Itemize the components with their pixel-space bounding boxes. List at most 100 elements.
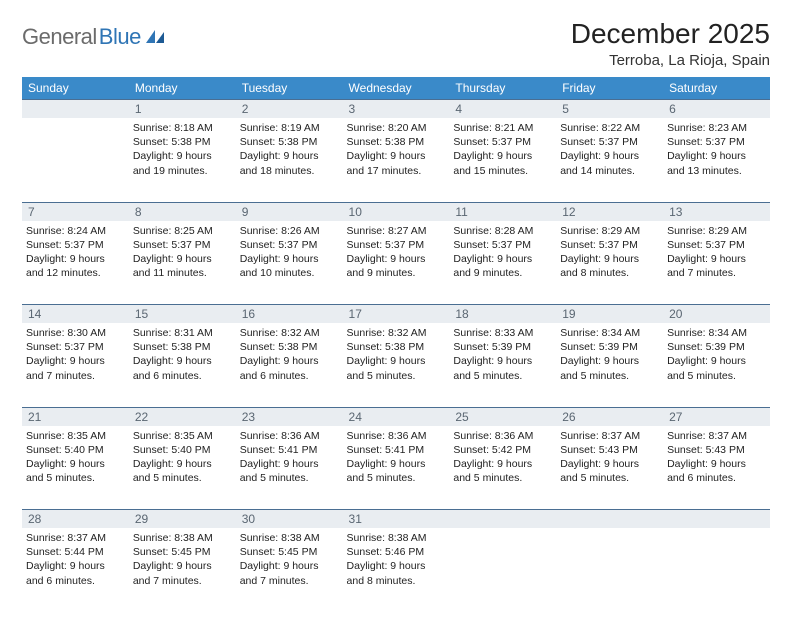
sunrise-line: Sunrise: 8:37 AM — [667, 429, 766, 443]
daylight-line: Daylight: 9 hours and 7 minutes. — [667, 252, 766, 280]
daylight-line: Daylight: 9 hours and 10 minutes. — [240, 252, 339, 280]
day-details: Sunrise: 8:38 AMSunset: 5:45 PMDaylight:… — [240, 531, 339, 588]
day-cell: Sunrise: 8:18 AMSunset: 5:38 PMDaylight:… — [129, 118, 236, 202]
daylight-line: Daylight: 9 hours and 18 minutes. — [240, 149, 339, 177]
sunset-line: Sunset: 5:38 PM — [347, 340, 446, 354]
sunset-line: Sunset: 5:37 PM — [560, 135, 659, 149]
day-cell: Sunrise: 8:20 AMSunset: 5:38 PMDaylight:… — [343, 118, 450, 202]
day-cell — [663, 528, 770, 612]
day-cell: Sunrise: 8:25 AMSunset: 5:37 PMDaylight:… — [129, 221, 236, 305]
daylight-line: Daylight: 9 hours and 17 minutes. — [347, 149, 446, 177]
day-cell: Sunrise: 8:37 AMSunset: 5:43 PMDaylight:… — [663, 426, 770, 510]
day-details: Sunrise: 8:18 AMSunset: 5:38 PMDaylight:… — [133, 121, 232, 178]
daylight-line: Daylight: 9 hours and 7 minutes. — [26, 354, 125, 382]
day-number: 16 — [236, 305, 343, 324]
sunset-line: Sunset: 5:41 PM — [347, 443, 446, 457]
sunset-line: Sunset: 5:39 PM — [560, 340, 659, 354]
day-details: Sunrise: 8:33 AMSunset: 5:39 PMDaylight:… — [453, 326, 552, 383]
day-cell: Sunrise: 8:32 AMSunset: 5:38 PMDaylight:… — [236, 323, 343, 407]
day-details: Sunrise: 8:20 AMSunset: 5:38 PMDaylight:… — [347, 121, 446, 178]
sunrise-line: Sunrise: 8:21 AM — [453, 121, 552, 135]
sunset-line: Sunset: 5:37 PM — [667, 238, 766, 252]
day-cell: Sunrise: 8:36 AMSunset: 5:42 PMDaylight:… — [449, 426, 556, 510]
day-cell: Sunrise: 8:37 AMSunset: 5:43 PMDaylight:… — [556, 426, 663, 510]
title-block: December 2025 Terroba, La Rioja, Spain — [571, 18, 770, 69]
day-details: Sunrise: 8:22 AMSunset: 5:37 PMDaylight:… — [560, 121, 659, 178]
daylight-line: Daylight: 9 hours and 7 minutes. — [133, 559, 232, 587]
sunset-line: Sunset: 5:44 PM — [26, 545, 125, 559]
day-cell: Sunrise: 8:27 AMSunset: 5:37 PMDaylight:… — [343, 221, 450, 305]
sunset-line: Sunset: 5:46 PM — [347, 545, 446, 559]
daylight-line: Daylight: 9 hours and 5 minutes. — [453, 354, 552, 382]
sunrise-line: Sunrise: 8:37 AM — [26, 531, 125, 545]
day-details: Sunrise: 8:36 AMSunset: 5:42 PMDaylight:… — [453, 429, 552, 486]
sunrise-line: Sunrise: 8:30 AM — [26, 326, 125, 340]
daynum-row: 14151617181920 — [22, 305, 770, 324]
sunrise-line: Sunrise: 8:35 AM — [133, 429, 232, 443]
sunrise-line: Sunrise: 8:22 AM — [560, 121, 659, 135]
day-number: 9 — [236, 202, 343, 221]
day-cell: Sunrise: 8:24 AMSunset: 5:37 PMDaylight:… — [22, 221, 129, 305]
day-cell: Sunrise: 8:29 AMSunset: 5:37 PMDaylight:… — [556, 221, 663, 305]
sunset-line: Sunset: 5:38 PM — [133, 340, 232, 354]
sunrise-line: Sunrise: 8:36 AM — [453, 429, 552, 443]
day-cell: Sunrise: 8:26 AMSunset: 5:37 PMDaylight:… — [236, 221, 343, 305]
day-cell: Sunrise: 8:36 AMSunset: 5:41 PMDaylight:… — [343, 426, 450, 510]
sunset-line: Sunset: 5:38 PM — [240, 135, 339, 149]
day-details: Sunrise: 8:26 AMSunset: 5:37 PMDaylight:… — [240, 224, 339, 281]
daylight-line: Daylight: 9 hours and 19 minutes. — [133, 149, 232, 177]
sunrise-line: Sunrise: 8:35 AM — [26, 429, 125, 443]
day-cell: Sunrise: 8:37 AMSunset: 5:44 PMDaylight:… — [22, 528, 129, 612]
week-row: Sunrise: 8:18 AMSunset: 5:38 PMDaylight:… — [22, 118, 770, 202]
week-row: Sunrise: 8:30 AMSunset: 5:37 PMDaylight:… — [22, 323, 770, 407]
sunrise-line: Sunrise: 8:38 AM — [133, 531, 232, 545]
sunrise-line: Sunrise: 8:32 AM — [347, 326, 446, 340]
day-number: 5 — [556, 100, 663, 119]
day-details: Sunrise: 8:34 AMSunset: 5:39 PMDaylight:… — [667, 326, 766, 383]
weekday-header: Monday — [129, 77, 236, 100]
month-title: December 2025 — [571, 18, 770, 50]
daylight-line: Daylight: 9 hours and 13 minutes. — [667, 149, 766, 177]
day-number: 21 — [22, 407, 129, 426]
day-cell: Sunrise: 8:31 AMSunset: 5:38 PMDaylight:… — [129, 323, 236, 407]
weekday-header: Thursday — [449, 77, 556, 100]
day-number: 7 — [22, 202, 129, 221]
daylight-line: Daylight: 9 hours and 5 minutes. — [667, 354, 766, 382]
sunrise-line: Sunrise: 8:38 AM — [240, 531, 339, 545]
sunset-line: Sunset: 5:42 PM — [453, 443, 552, 457]
sunrise-line: Sunrise: 8:25 AM — [133, 224, 232, 238]
day-details: Sunrise: 8:21 AMSunset: 5:37 PMDaylight:… — [453, 121, 552, 178]
daylight-line: Daylight: 9 hours and 5 minutes. — [133, 457, 232, 485]
day-number: 27 — [663, 407, 770, 426]
sunset-line: Sunset: 5:37 PM — [453, 238, 552, 252]
weekday-header: Wednesday — [343, 77, 450, 100]
sunset-line: Sunset: 5:40 PM — [133, 443, 232, 457]
sunset-line: Sunset: 5:40 PM — [26, 443, 125, 457]
sunrise-line: Sunrise: 8:26 AM — [240, 224, 339, 238]
day-number: 18 — [449, 305, 556, 324]
day-cell: Sunrise: 8:21 AMSunset: 5:37 PMDaylight:… — [449, 118, 556, 202]
day-cell: Sunrise: 8:28 AMSunset: 5:37 PMDaylight:… — [449, 221, 556, 305]
day-cell: Sunrise: 8:29 AMSunset: 5:37 PMDaylight:… — [663, 221, 770, 305]
day-cell — [22, 118, 129, 202]
weekday-header: Friday — [556, 77, 663, 100]
day-details: Sunrise: 8:32 AMSunset: 5:38 PMDaylight:… — [347, 326, 446, 383]
day-number: 10 — [343, 202, 450, 221]
daynum-row: 78910111213 — [22, 202, 770, 221]
week-row: Sunrise: 8:35 AMSunset: 5:40 PMDaylight:… — [22, 426, 770, 510]
daylight-line: Daylight: 9 hours and 5 minutes. — [453, 457, 552, 485]
sunset-line: Sunset: 5:45 PM — [133, 545, 232, 559]
day-number: 1 — [129, 100, 236, 119]
sunset-line: Sunset: 5:37 PM — [26, 340, 125, 354]
day-details: Sunrise: 8:35 AMSunset: 5:40 PMDaylight:… — [133, 429, 232, 486]
daynum-row: 21222324252627 — [22, 407, 770, 426]
sunrise-line: Sunrise: 8:28 AM — [453, 224, 552, 238]
day-number — [556, 510, 663, 529]
sunset-line: Sunset: 5:38 PM — [240, 340, 339, 354]
sunrise-line: Sunrise: 8:34 AM — [667, 326, 766, 340]
sunset-line: Sunset: 5:39 PM — [453, 340, 552, 354]
sunrise-line: Sunrise: 8:36 AM — [347, 429, 446, 443]
sunset-line: Sunset: 5:37 PM — [347, 238, 446, 252]
day-number: 14 — [22, 305, 129, 324]
day-cell: Sunrise: 8:23 AMSunset: 5:37 PMDaylight:… — [663, 118, 770, 202]
